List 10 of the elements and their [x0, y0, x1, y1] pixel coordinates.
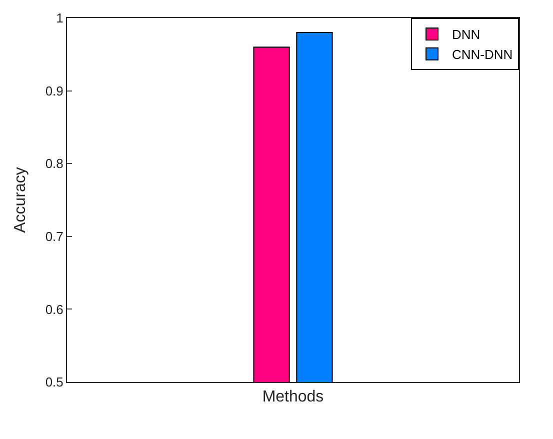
- legend-label: DNN: [452, 27, 480, 42]
- y-tick-label: 0.6: [45, 302, 64, 317]
- y-tick-label: 0.5: [45, 374, 64, 390]
- y-tick-label: 0.9: [45, 83, 64, 98]
- x-axis-title: Methods: [262, 388, 324, 406]
- y-tick-label: 1: [56, 10, 64, 26]
- y-tick-label: 0.7: [45, 228, 64, 244]
- y-tick-label: 0.8: [45, 156, 64, 172]
- y-axis-title: Accuracy: [12, 167, 30, 233]
- legend-label: CNN-DNN: [452, 46, 513, 62]
